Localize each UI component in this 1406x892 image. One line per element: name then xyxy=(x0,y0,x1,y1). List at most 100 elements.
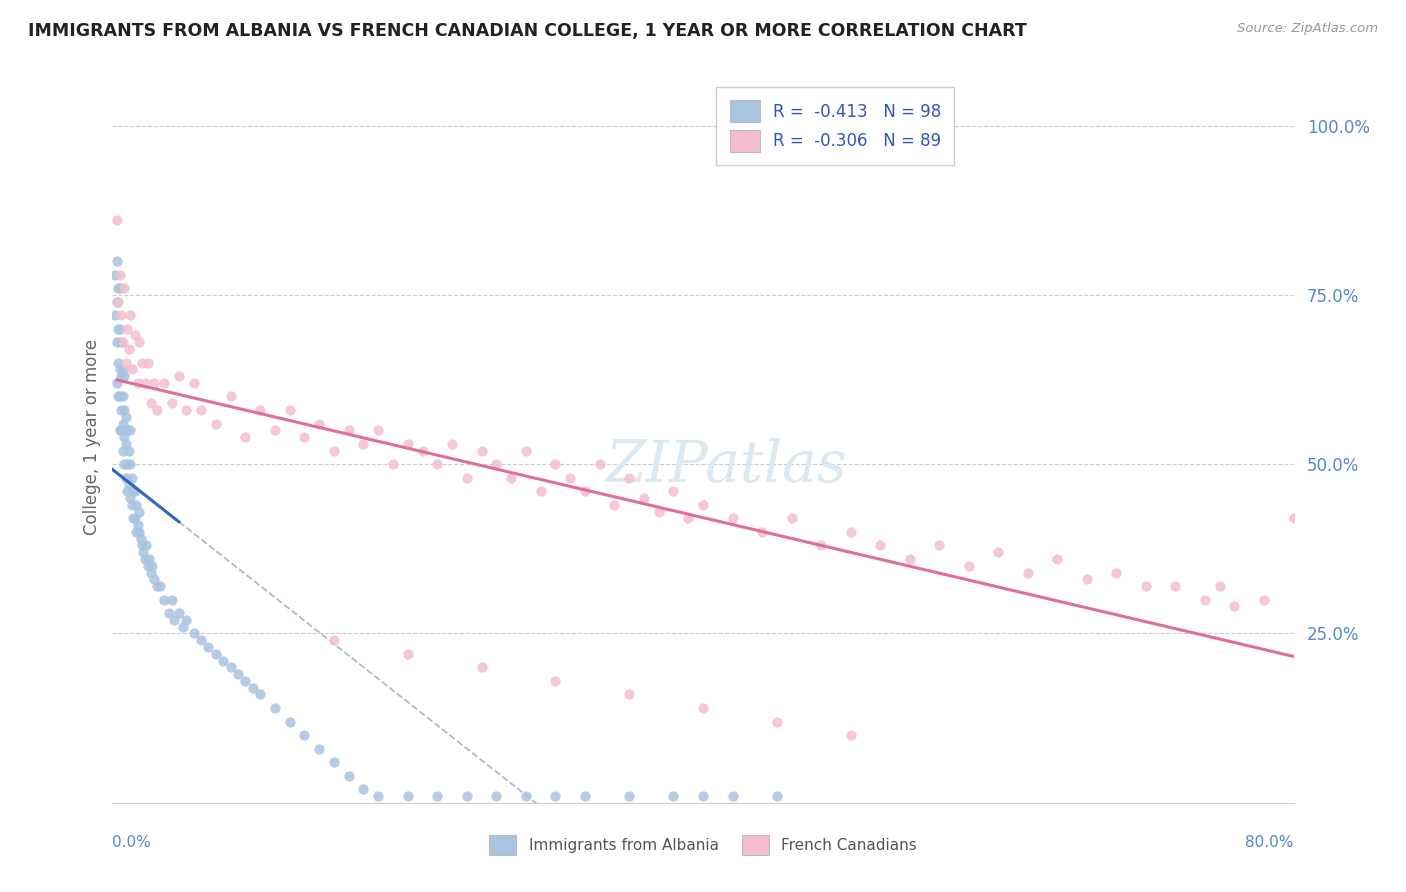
Point xyxy=(110,308,132,322)
Point xyxy=(780,511,803,525)
Point xyxy=(308,417,330,431)
Point xyxy=(233,673,256,688)
Point xyxy=(987,545,1010,559)
Point xyxy=(117,322,138,336)
Point xyxy=(167,369,190,384)
Point xyxy=(149,579,172,593)
Point xyxy=(619,688,641,702)
Point xyxy=(124,511,146,525)
Point xyxy=(108,281,131,295)
Point xyxy=(183,626,205,640)
Point xyxy=(153,592,176,607)
Text: 0.0%: 0.0% xyxy=(112,835,152,850)
Point xyxy=(135,538,157,552)
Point xyxy=(839,728,862,742)
Point xyxy=(1076,572,1098,586)
Point xyxy=(544,673,567,688)
Point xyxy=(118,342,141,356)
Point xyxy=(205,647,228,661)
Point xyxy=(112,430,135,444)
Point xyxy=(110,423,132,437)
Point xyxy=(1194,592,1216,607)
Point xyxy=(278,403,301,417)
Point xyxy=(111,443,134,458)
Point xyxy=(110,369,132,384)
Point xyxy=(112,403,135,417)
Point xyxy=(120,308,142,322)
Point xyxy=(124,484,146,499)
Point xyxy=(153,376,176,390)
Text: IMMIGRANTS FROM ALBANIA VS FRENCH CANADIAN COLLEGE, 1 YEAR OR MORE CORRELATION C: IMMIGRANTS FROM ALBANIA VS FRENCH CANADI… xyxy=(28,22,1026,40)
Point xyxy=(108,268,131,282)
Point xyxy=(470,443,494,458)
Point xyxy=(117,423,138,437)
Point xyxy=(1135,579,1157,593)
Point xyxy=(928,538,950,552)
Point xyxy=(131,538,153,552)
Point xyxy=(111,335,134,350)
Legend: Immigrants from Albania, French Canadians: Immigrants from Albania, French Canadian… xyxy=(482,830,924,861)
Point xyxy=(122,511,145,525)
Point xyxy=(515,443,537,458)
Point xyxy=(105,294,128,309)
Point xyxy=(128,335,150,350)
Text: 80.0%: 80.0% xyxy=(1246,835,1294,850)
Point xyxy=(501,471,523,485)
Point xyxy=(120,491,142,505)
Point xyxy=(692,701,714,715)
Point xyxy=(190,403,212,417)
Point xyxy=(382,457,405,471)
Point xyxy=(323,755,346,769)
Point xyxy=(120,457,142,471)
Point xyxy=(142,572,165,586)
Point xyxy=(142,376,165,390)
Point xyxy=(485,789,508,803)
Point xyxy=(108,322,131,336)
Point xyxy=(105,213,128,227)
Point xyxy=(105,254,128,268)
Point xyxy=(118,477,141,491)
Point xyxy=(139,396,162,410)
Point xyxy=(121,498,143,512)
Point xyxy=(146,579,169,593)
Point xyxy=(619,471,641,485)
Point xyxy=(396,789,419,803)
Point xyxy=(197,640,219,654)
Point xyxy=(111,417,134,431)
Point xyxy=(160,396,183,410)
Point xyxy=(662,484,685,499)
Point xyxy=(558,471,582,485)
Point xyxy=(104,268,127,282)
Point xyxy=(544,457,567,471)
Point xyxy=(470,660,494,674)
Point xyxy=(323,443,346,458)
Point xyxy=(117,484,138,499)
Text: ZIPatlas: ZIPatlas xyxy=(606,438,848,494)
Point xyxy=(146,403,169,417)
Point xyxy=(108,362,131,376)
Point xyxy=(157,606,180,620)
Point xyxy=(167,606,190,620)
Point xyxy=(124,328,146,343)
Point xyxy=(129,532,152,546)
Point xyxy=(219,660,242,674)
Point xyxy=(264,423,287,437)
Point xyxy=(127,518,149,533)
Point xyxy=(136,558,159,573)
Point xyxy=(352,437,374,451)
Point xyxy=(172,620,194,634)
Point xyxy=(1223,599,1246,614)
Point xyxy=(1164,579,1187,593)
Point xyxy=(128,524,150,539)
Point xyxy=(112,369,135,384)
Point xyxy=(120,423,142,437)
Point xyxy=(456,471,478,485)
Point xyxy=(125,498,148,512)
Point xyxy=(183,376,205,390)
Point xyxy=(485,457,508,471)
Point xyxy=(136,355,159,369)
Point xyxy=(122,484,145,499)
Point xyxy=(574,789,596,803)
Y-axis label: College, 1 year or more: College, 1 year or more xyxy=(83,339,101,535)
Point xyxy=(174,613,197,627)
